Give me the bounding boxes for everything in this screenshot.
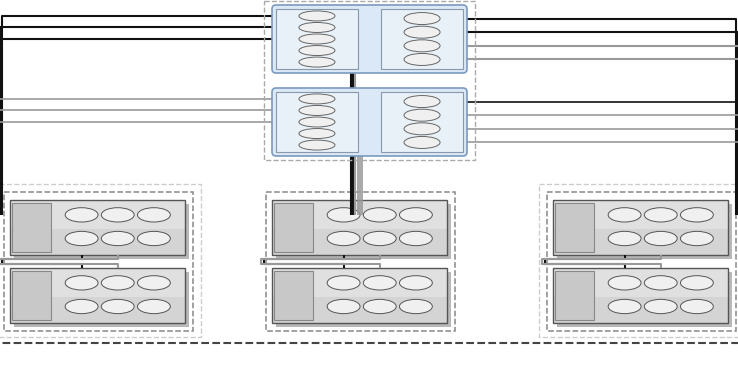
Bar [555, 271, 593, 320]
Ellipse shape [299, 117, 335, 127]
Ellipse shape [404, 109, 440, 121]
Bar [381, 9, 463, 69]
Bar [276, 272, 451, 327]
Bar [276, 9, 358, 69]
Ellipse shape [137, 208, 170, 222]
Bar [272, 200, 447, 255]
Bar [553, 268, 728, 297]
Ellipse shape [299, 34, 335, 44]
Ellipse shape [404, 40, 440, 52]
Ellipse shape [608, 208, 641, 222]
Bar [557, 204, 732, 259]
Bar [10, 229, 185, 255]
Ellipse shape [299, 106, 335, 115]
Bar [14, 272, 189, 327]
Ellipse shape [399, 208, 432, 222]
Ellipse shape [363, 231, 396, 246]
Ellipse shape [101, 299, 134, 314]
Bar [12, 203, 50, 252]
Bar [264, 1, 475, 160]
Bar [272, 200, 447, 229]
Ellipse shape [644, 276, 677, 290]
Bar [547, 192, 736, 331]
Bar [555, 203, 593, 252]
Ellipse shape [644, 299, 677, 314]
Ellipse shape [137, 231, 170, 246]
FancyBboxPatch shape [272, 88, 467, 156]
Ellipse shape [404, 123, 440, 135]
Ellipse shape [299, 57, 335, 67]
Ellipse shape [299, 11, 335, 21]
Ellipse shape [404, 54, 440, 65]
Bar [10, 268, 185, 323]
Bar [272, 297, 447, 323]
Ellipse shape [299, 128, 335, 138]
Bar [381, 92, 463, 152]
Ellipse shape [680, 276, 714, 290]
Ellipse shape [363, 276, 396, 290]
Bar [276, 204, 451, 259]
Ellipse shape [363, 208, 396, 222]
Ellipse shape [404, 96, 440, 107]
Bar [10, 200, 185, 229]
Bar [266, 192, 455, 331]
Ellipse shape [101, 276, 134, 290]
Bar [539, 184, 738, 337]
Ellipse shape [101, 231, 134, 246]
Ellipse shape [299, 45, 335, 56]
Bar [553, 200, 728, 229]
Ellipse shape [137, 276, 170, 290]
Bar [557, 272, 732, 327]
Ellipse shape [299, 140, 335, 150]
Ellipse shape [65, 276, 98, 290]
Ellipse shape [299, 23, 335, 32]
Bar [10, 297, 185, 323]
Bar [0, 184, 201, 337]
Ellipse shape [137, 299, 170, 314]
Ellipse shape [680, 208, 714, 222]
Ellipse shape [65, 208, 98, 222]
Ellipse shape [399, 299, 432, 314]
Ellipse shape [608, 299, 641, 314]
Bar [276, 92, 358, 152]
Ellipse shape [101, 208, 134, 222]
Bar [272, 229, 447, 255]
Ellipse shape [404, 26, 440, 38]
Ellipse shape [327, 276, 360, 290]
Ellipse shape [608, 231, 641, 246]
Ellipse shape [644, 208, 677, 222]
Bar [553, 268, 728, 323]
Ellipse shape [363, 299, 396, 314]
Bar [12, 271, 50, 320]
Ellipse shape [299, 94, 335, 104]
Ellipse shape [608, 276, 641, 290]
Bar [10, 200, 185, 255]
Ellipse shape [65, 299, 98, 314]
Bar [10, 268, 185, 297]
Ellipse shape [327, 231, 360, 246]
Ellipse shape [65, 231, 98, 246]
Bar [553, 229, 728, 255]
Bar [272, 268, 447, 323]
Ellipse shape [680, 231, 714, 246]
Ellipse shape [644, 231, 677, 246]
FancyBboxPatch shape [272, 5, 467, 73]
Bar [553, 200, 728, 255]
Ellipse shape [327, 208, 360, 222]
Bar [14, 204, 189, 259]
Bar [274, 203, 312, 252]
Ellipse shape [404, 13, 440, 25]
Ellipse shape [327, 299, 360, 314]
Bar [4, 192, 193, 331]
Bar [274, 271, 312, 320]
Bar [553, 297, 728, 323]
Ellipse shape [680, 299, 714, 314]
Ellipse shape [399, 231, 432, 246]
Ellipse shape [404, 137, 440, 148]
Ellipse shape [399, 276, 432, 290]
Bar [272, 268, 447, 297]
